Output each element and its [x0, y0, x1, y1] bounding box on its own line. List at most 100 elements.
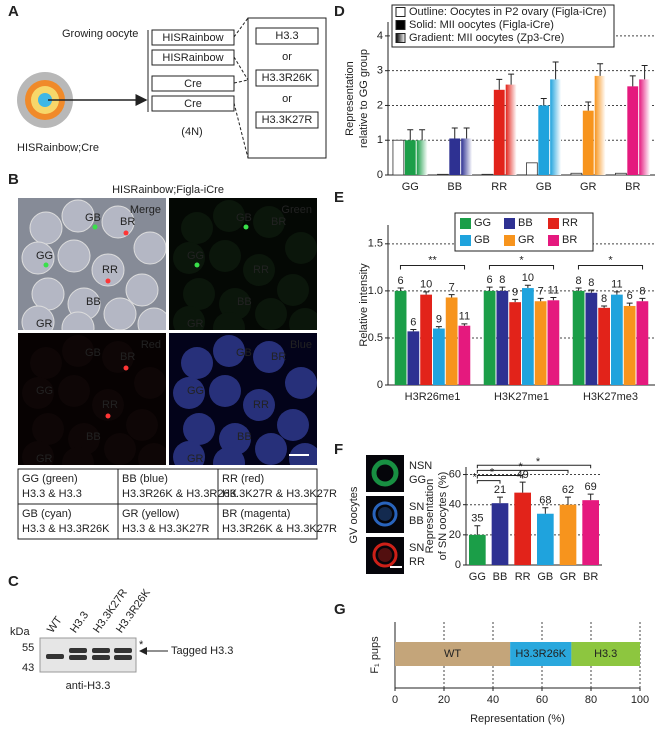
oocyte [181, 347, 213, 379]
lane-label: WT [45, 614, 65, 635]
oocyte [181, 212, 213, 244]
label: or [282, 93, 292, 105]
bar [615, 172, 627, 176]
oocyte [62, 447, 94, 465]
dash-line [233, 102, 249, 159]
oocyte [137, 307, 166, 330]
error-bar [639, 297, 646, 302]
oocyte [31, 277, 65, 311]
value-label: 9 [512, 286, 518, 298]
chromatin [123, 230, 129, 236]
legend-label: GR [518, 234, 535, 246]
bar [522, 288, 534, 385]
oocyte [285, 367, 317, 399]
significance-bracket [476, 480, 501, 484]
x-tick-label: RR [491, 181, 507, 193]
oocyte [183, 278, 215, 310]
label: HISRainbow [162, 52, 223, 64]
blot-band [69, 655, 87, 660]
error-bar [587, 493, 594, 501]
y-tick-label: 1.0 [368, 285, 383, 297]
bar [509, 302, 521, 385]
bar [496, 290, 509, 385]
label: BB [409, 515, 424, 527]
variant-item-box [255, 69, 319, 87]
bar-segment [571, 642, 640, 666]
error-bar [629, 75, 636, 87]
x-tick-label: H3K27me3 [583, 391, 638, 403]
legend-name: BB (blue) [122, 473, 168, 485]
value-label: 35 [471, 513, 483, 525]
x-tick-label: RR [515, 571, 531, 583]
cell-label: BB [237, 296, 252, 308]
oocyte [209, 375, 241, 407]
oocyte [255, 433, 287, 465]
cell-label: GB [236, 212, 252, 224]
oocyte [92, 389, 124, 421]
x-axis-label: Representation (%) [470, 713, 565, 725]
label: Tagged H3.3 [171, 645, 233, 657]
nucleus [372, 501, 398, 527]
oocyte [209, 240, 241, 272]
blot-band [92, 655, 110, 660]
error-bar [474, 525, 481, 535]
cell-label: GR [187, 453, 204, 465]
annotation: * [490, 466, 495, 478]
oocyte [61, 199, 95, 233]
variant-box [247, 17, 327, 159]
x-tick-label: GR [580, 181, 597, 193]
oocyte [62, 335, 94, 367]
significance-bracket [488, 264, 555, 270]
value-label: 68 [539, 495, 551, 507]
bar [582, 110, 594, 175]
y-axis-label: of SN oocytes (%) [437, 472, 449, 561]
oocyte [125, 273, 159, 307]
error-bar [537, 297, 544, 302]
lane-label: H3.3 [68, 609, 91, 635]
annotation: * [519, 254, 524, 266]
y-tick-label: 0 [377, 379, 383, 391]
x-tick-label: BB [493, 571, 508, 583]
error-bar [423, 291, 430, 295]
x-tick-label: 100 [631, 694, 649, 706]
legend-name: GR (yellow) [122, 508, 179, 520]
bar [404, 140, 416, 175]
panel-label: G [334, 601, 346, 618]
chromatin [92, 224, 98, 230]
label: 43 [22, 662, 34, 674]
allele-box [151, 29, 235, 46]
bar-segment [395, 642, 511, 666]
value-label: 9 [436, 314, 442, 326]
legend-swatch [504, 218, 515, 229]
value-label: 69 [585, 481, 597, 493]
y-axis-label: Relative intensity [358, 263, 370, 347]
y-tick-label: 60 [449, 468, 461, 480]
error-bar [496, 78, 503, 90]
dash-line [233, 56, 249, 81]
legend [454, 212, 594, 252]
x-tick-label: BR [625, 181, 640, 193]
bar [598, 307, 610, 385]
value-label: 11 [459, 311, 470, 323]
legend-swatch [395, 20, 406, 30]
label: Growing oocyte [62, 28, 138, 40]
bar [449, 138, 461, 175]
legend-label: BR [562, 234, 577, 246]
annotation: * [608, 254, 613, 266]
legend-label: Gradient: MII oocytes (Zp3-Cre) [409, 32, 564, 44]
legend-label: BB [518, 217, 533, 229]
blot-band [46, 654, 64, 659]
error-bar [407, 129, 414, 141]
label: NSN [409, 460, 432, 472]
value-label: 8 [601, 293, 607, 305]
error-bar [435, 326, 442, 329]
error-bar [419, 129, 426, 141]
y-axis-label: relative to GG group [358, 49, 370, 148]
bar [445, 297, 458, 385]
significance-bracket [476, 469, 569, 474]
cell-label: RR [253, 264, 269, 276]
cell-label: BR [271, 216, 286, 228]
cell-label: BR [120, 216, 135, 228]
panel-label: E [334, 189, 344, 206]
y-axis-label: Representation [424, 479, 436, 554]
